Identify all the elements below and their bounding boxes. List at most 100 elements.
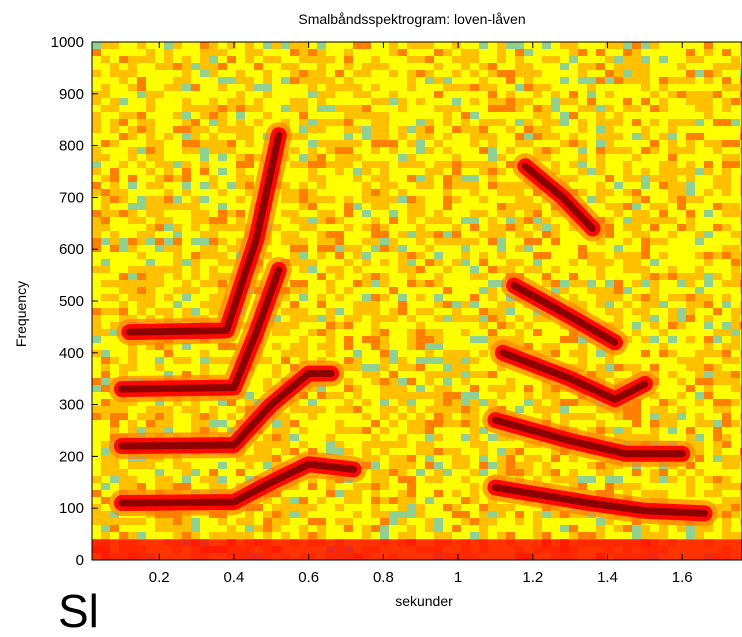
heatmap-cell: [623, 294, 632, 301]
heatmap-cell: [299, 203, 308, 210]
heatmap-cell: [101, 126, 110, 133]
heatmap-cell: [641, 413, 650, 420]
heatmap-cell: [668, 175, 677, 182]
heatmap-cell: [479, 84, 488, 91]
heatmap-cell: [596, 84, 605, 91]
heatmap-cell: [182, 196, 191, 203]
heatmap-cell: [542, 322, 551, 329]
heatmap-cell: [659, 119, 668, 126]
heatmap-cell: [137, 63, 146, 70]
heatmap-cell: [587, 112, 596, 119]
heatmap-cell: [659, 175, 668, 182]
heatmap-cell: [497, 518, 506, 525]
heatmap-cell: [362, 462, 371, 469]
heatmap-cell: [281, 182, 290, 189]
heatmap-cell: [281, 315, 290, 322]
heatmap-cell: [596, 210, 605, 217]
heatmap-cell: [344, 371, 353, 378]
heatmap-cell: [443, 231, 452, 238]
heatmap-cell: [650, 301, 659, 308]
heatmap-cell: [218, 273, 227, 280]
heatmap-cell: [371, 497, 380, 504]
heatmap-cell: [245, 511, 254, 518]
heatmap-cell: [668, 63, 677, 70]
heatmap-cell: [506, 322, 515, 329]
heatmap-cell: [515, 469, 524, 476]
heatmap-cell: [632, 231, 641, 238]
heatmap-cell: [407, 147, 416, 154]
heatmap-cell: [290, 231, 299, 238]
heatmap-cell: [443, 175, 452, 182]
heatmap-cell: [524, 476, 533, 483]
heatmap-cell: [542, 77, 551, 84]
heatmap-cell: [578, 532, 587, 539]
heatmap-cell: [560, 350, 569, 357]
heatmap-cell: [416, 238, 425, 245]
heatmap-cell: [443, 147, 452, 154]
heatmap-cell: [488, 42, 497, 49]
heatmap-cell: [290, 301, 299, 308]
heatmap-cell: [479, 273, 488, 280]
heatmap-cell: [416, 392, 425, 399]
heatmap-cell: [686, 42, 695, 49]
heatmap-cell: [461, 161, 470, 168]
heatmap-cell: [434, 413, 443, 420]
heatmap-cell: [299, 98, 308, 105]
heatmap-cell: [182, 119, 191, 126]
heatmap-cell: [335, 126, 344, 133]
heatmap-cell: [272, 238, 281, 245]
heatmap-cell: [227, 210, 236, 217]
heatmap-cell: [668, 119, 677, 126]
heatmap-cell: [497, 399, 506, 406]
heatmap-cell: [605, 525, 614, 532]
heatmap-cell: [182, 399, 191, 406]
heatmap-cell: [380, 511, 389, 518]
heatmap-cell: [443, 511, 452, 518]
heatmap-cell: [416, 413, 425, 420]
heatmap-cell: [479, 42, 488, 49]
heatmap-cell: [128, 203, 137, 210]
heatmap-cell: [164, 126, 173, 133]
heatmap-cell: [200, 357, 209, 364]
heatmap-cell: [542, 119, 551, 126]
heatmap-cell: [515, 336, 524, 343]
heatmap-cell: [308, 518, 317, 525]
heatmap-cell: [524, 406, 533, 413]
heatmap-cell: [173, 294, 182, 301]
heatmap-cell: [281, 329, 290, 336]
heatmap-cell: [173, 399, 182, 406]
heatmap-cell: [434, 343, 443, 350]
heatmap-cell: [524, 259, 533, 266]
heatmap-cell: [695, 224, 704, 231]
heatmap-cell: [506, 161, 515, 168]
heatmap-cell: [182, 91, 191, 98]
heatmap-cell: [191, 77, 200, 84]
heatmap-cell: [128, 84, 137, 91]
heatmap-cell: [101, 378, 110, 385]
heatmap-cell: [398, 357, 407, 364]
heatmap-cell: [659, 42, 668, 49]
heatmap-cell: [677, 175, 686, 182]
heatmap-cell: [254, 455, 263, 462]
heatmap-cell: [632, 91, 641, 98]
heatmap-cell: [155, 406, 164, 413]
heatmap-cell: [551, 518, 560, 525]
heatmap-cell: [146, 273, 155, 280]
heatmap-cell: [668, 126, 677, 133]
heatmap-cell: [560, 126, 569, 133]
heatmap-cell: [353, 287, 362, 294]
heatmap-cell: [236, 238, 245, 245]
heatmap-cell: [488, 168, 497, 175]
heatmap-cell: [551, 56, 560, 63]
heatmap-cell: [362, 98, 371, 105]
heatmap-cell: [344, 413, 353, 420]
heatmap-cell: [479, 490, 488, 497]
heatmap-cell: [299, 175, 308, 182]
heatmap-cell: [227, 147, 236, 154]
heatmap-cell: [101, 203, 110, 210]
heatmap-cell: [569, 49, 578, 56]
heatmap-cell: [389, 413, 398, 420]
heatmap-cell: [200, 231, 209, 238]
heatmap-cell: [272, 497, 281, 504]
heatmap-cell: [299, 189, 308, 196]
